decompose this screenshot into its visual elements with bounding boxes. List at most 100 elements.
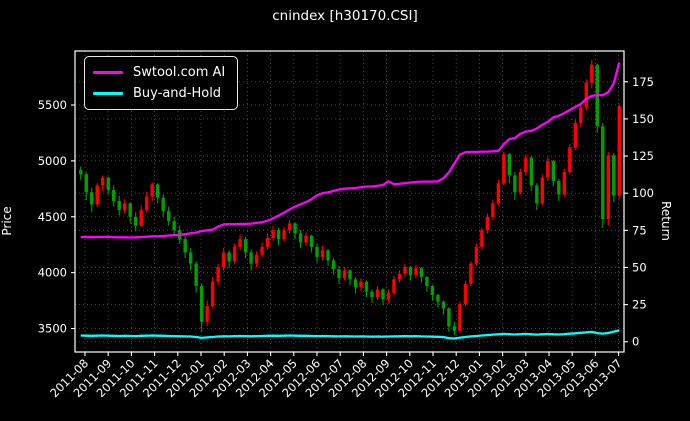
candle (84, 174, 88, 193)
candle (227, 252, 231, 262)
price-tick-label: 3500 (38, 322, 67, 336)
candle (95, 185, 99, 205)
candle (123, 203, 127, 211)
return-tick-label: 50 (632, 260, 647, 274)
return-tick-label: 75 (632, 223, 647, 237)
candle (370, 291, 374, 298)
candle (139, 210, 143, 226)
price-tick-label: 5000 (38, 154, 67, 168)
candle (425, 277, 429, 287)
buy-and-hold-line-swatch (93, 91, 123, 96)
candle (496, 183, 501, 204)
candle (436, 294, 440, 302)
candle (128, 203, 132, 217)
candle (166, 211, 171, 222)
candle (172, 221, 176, 231)
swtool-ai-line-swatch (93, 70, 123, 75)
candle (210, 281, 215, 307)
candle (238, 239, 242, 247)
candle (535, 185, 539, 204)
candle (342, 270, 347, 279)
chart-title: cnindex [h30170.CSI] (272, 8, 418, 24)
candle (309, 235, 314, 247)
candle (606, 155, 610, 219)
legend-item-buy-and-hold: Buy-and-Hold (93, 83, 225, 104)
legend-label-buy-and-hold: Buy-and-Hold (133, 86, 222, 101)
candle (364, 281, 369, 292)
candle (106, 177, 110, 190)
candle (518, 172, 523, 193)
candle (403, 267, 407, 274)
return-tick-label: 150 (632, 112, 654, 126)
candle (298, 233, 303, 243)
candle (304, 235, 308, 243)
candle (397, 273, 402, 280)
candle (282, 230, 286, 240)
candle (480, 230, 484, 247)
candle (188, 252, 193, 264)
candle (551, 160, 556, 181)
candle (447, 308, 451, 327)
return-tick-label: 0 (632, 335, 639, 349)
candle (573, 122, 577, 148)
candle (414, 268, 418, 275)
return-tick-label: 125 (632, 149, 654, 163)
candle (326, 250, 330, 261)
candle (524, 157, 528, 173)
candle (617, 106, 621, 196)
candle (79, 169, 83, 175)
candle (287, 223, 292, 231)
candle (199, 286, 204, 322)
candle (463, 283, 468, 304)
candle (205, 306, 209, 322)
candle (474, 246, 479, 264)
candle (485, 216, 490, 231)
candle (249, 252, 253, 264)
candle (612, 155, 616, 196)
candle (161, 197, 165, 212)
candle (101, 177, 105, 186)
candle (133, 216, 138, 226)
candle (348, 270, 352, 280)
candle (112, 189, 116, 202)
legend-label-swtool-ai: Swtool.com AI (133, 65, 226, 80)
candle (155, 184, 160, 198)
candle (441, 301, 446, 309)
return-tick-label: 175 (632, 75, 654, 89)
candle (276, 230, 281, 240)
return-axis-label: Return (659, 201, 673, 241)
candle (452, 326, 457, 331)
legend: Swtool.com AI Buy-and-Hold (84, 56, 239, 110)
candle (430, 286, 435, 295)
candle (117, 201, 121, 211)
candle (386, 292, 391, 300)
candle (529, 157, 534, 186)
return-tick-label: 100 (632, 186, 654, 200)
candle (271, 230, 275, 238)
candle (458, 303, 462, 331)
candle (590, 64, 594, 83)
candle (265, 237, 270, 247)
price-axis-label: Price (0, 206, 14, 236)
candle (601, 126, 605, 219)
candle (408, 267, 413, 275)
candle (144, 196, 149, 211)
candle (260, 246, 264, 255)
candle (546, 160, 550, 178)
candle (315, 246, 319, 257)
legend-item-swtool-ai: Swtool.com AI (93, 62, 225, 83)
candle (232, 246, 237, 262)
candle (353, 279, 358, 288)
candle (243, 239, 248, 253)
candle (491, 203, 495, 217)
candle (562, 172, 567, 195)
candle (502, 154, 506, 184)
candle (507, 154, 512, 176)
price-tick-label: 4000 (38, 266, 67, 280)
candle (150, 184, 154, 197)
candle (540, 177, 545, 204)
return-tick-label: 25 (632, 298, 647, 312)
candle (320, 250, 325, 257)
